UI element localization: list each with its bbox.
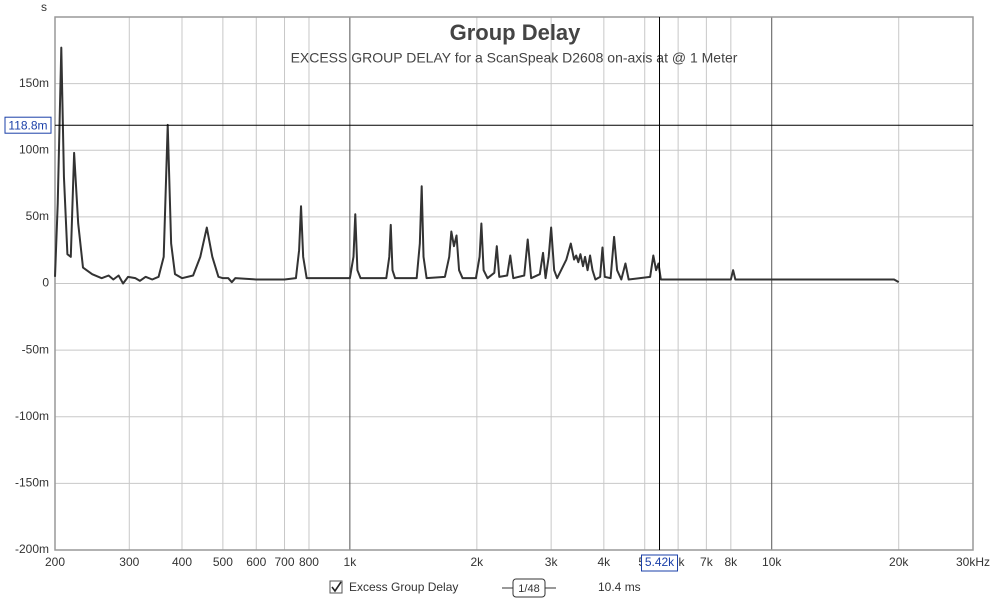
cursor-y-box [4, 116, 52, 134]
chart-subtitle: EXCESS GROUP DELAY for a ScanSpeak D2608… [291, 50, 738, 66]
y-tick-label: -200m [15, 542, 49, 556]
grid [54, 17, 974, 551]
x-tick-label: 500 [213, 555, 233, 569]
series-line [54, 46, 900, 285]
x-tick-label: 8k [724, 555, 738, 569]
checkmark [331, 581, 342, 593]
readout: 10.4 ms [598, 580, 641, 594]
x-tick-label: 4k [598, 555, 612, 569]
x-tick-label: 3k [545, 555, 559, 569]
x-tick-label: 30kHz [956, 555, 990, 569]
x-tick-label: 800 [299, 555, 319, 569]
plot-frame [54, 16, 974, 551]
cursor-x-box [641, 554, 679, 572]
y-tick-label: 50m [26, 209, 49, 223]
x-tick-label: 10k [762, 555, 782, 569]
x-tick-label: 700 [275, 555, 295, 569]
smoothing-value: 1/48 [518, 583, 539, 595]
x-tick-label: 20k [889, 555, 909, 569]
cursor-y-label: 118.8m [8, 118, 47, 132]
x-tick-label: 200 [45, 555, 65, 569]
plot-area [54, 17, 973, 550]
x-tick-label: 600 [246, 555, 266, 569]
cursor-x-label: 5.42k [645, 555, 675, 569]
y-tick-label: 0 [42, 276, 49, 290]
y-axis-label: s [41, 0, 47, 14]
chart-title: Group Delay [450, 20, 582, 45]
y-tick-label: 150m [19, 76, 49, 90]
legend-label: Excess Group Delay [349, 580, 458, 594]
y-tick-label: -50m [22, 342, 49, 356]
x-tick-label: 2k [471, 555, 485, 569]
y-tick-label: -100m [15, 409, 49, 423]
y-tick-label: 100m [19, 142, 49, 156]
x-tick-label: 300 [119, 555, 139, 569]
y-tick-label: -150m [15, 476, 49, 490]
x-tick-label: 7k [700, 555, 714, 569]
x-tick-label: 400 [172, 555, 192, 569]
x-tick-label: 1k [344, 555, 358, 569]
smoothing-control[interactable] [512, 578, 546, 598]
